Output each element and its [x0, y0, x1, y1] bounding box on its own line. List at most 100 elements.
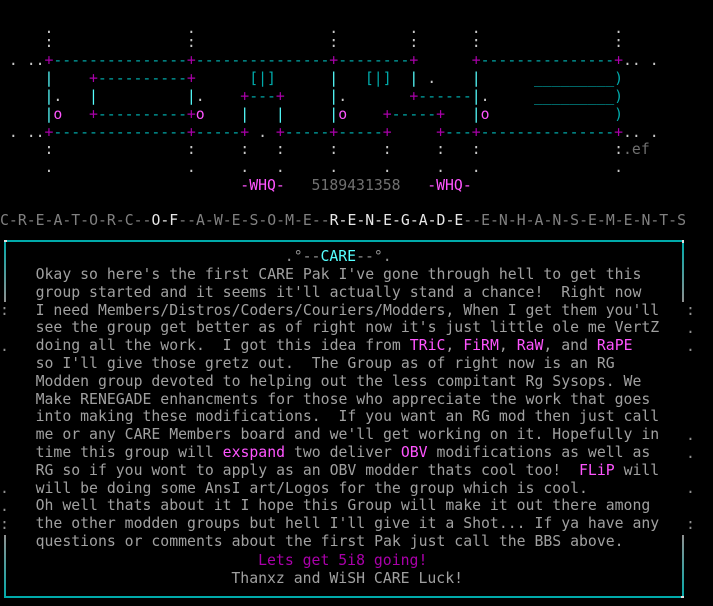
logo-glyphs: + [436, 124, 446, 141]
logo-glyphs: | [44, 106, 54, 123]
message-line: see the group get better as of right now… [36, 319, 660, 337]
message-text: RG so if you wont to apply as an OBV mod… [35, 461, 580, 479]
logo-glyphs: + [382, 124, 392, 141]
message-line: questions or comments about the first Pa… [36, 533, 624, 551]
logo-glyphs: . [614, 20, 624, 37]
tagline-segment: O-F [151, 212, 179, 229]
message-text: time this group will [35, 444, 223, 461]
logo-glyphs: . [329, 20, 339, 37]
logo-glyphs: + [186, 52, 196, 69]
frame-ornament: . [686, 480, 695, 497]
logo-glyphs: + [409, 88, 419, 105]
message-line: into making these modifications. If you … [36, 408, 660, 426]
logo-glyphs: : [275, 141, 285, 158]
highlighted-name: OBV [400, 444, 428, 461]
box-border-left [4, 240, 6, 302]
frame-ornament: . [0, 338, 9, 355]
logo-glyphs: + [44, 124, 54, 141]
logo-glyphs: . [186, 20, 196, 37]
message-line: time this group will exspand two deliver… [36, 444, 651, 462]
highlighted-name: TRiC [409, 337, 446, 355]
logo-glyphs: | [471, 88, 481, 105]
logo-glyphs: ----- [284, 124, 330, 141]
highlighted-name: exspand [222, 444, 286, 461]
logo-glyphs: + [436, 106, 446, 123]
message-text: Make RENEGADE enhancments for those who … [35, 390, 651, 408]
logo-glyphs: ------ [418, 88, 472, 105]
logo-glyphs: --------------- [53, 52, 188, 69]
frame-ornament: . [0, 480, 9, 497]
logo-glyphs: + [614, 52, 624, 69]
logo-glyphs: : [471, 34, 481, 51]
logo-glyphs: . [195, 88, 205, 105]
frame-ornament: . [0, 498, 9, 515]
logo-glyphs: ---------- [97, 106, 187, 123]
message-text: modifications as well as [427, 444, 651, 461]
logo-glyphs: [|] [249, 70, 276, 87]
logo-glyphs: . [338, 88, 348, 105]
logo-glyphs: . [44, 20, 54, 37]
logo-glyphs: o [338, 106, 348, 123]
frame-ornament: : [0, 302, 9, 319]
whq-label-right: -WHQ- [427, 177, 472, 194]
logo-glyphs: | [471, 70, 481, 87]
logo-glyphs: | [471, 106, 481, 123]
box-corner [681, 596, 684, 598]
message-text: so I'll give those gretz out. The Group … [35, 355, 615, 372]
message-text: me or any CARE Members board and we'll g… [35, 426, 660, 444]
logo-glyphs: --- [249, 88, 276, 105]
message-line: group started and it seems it'll actuall… [36, 284, 642, 302]
message-text: will [614, 461, 660, 479]
logo-glyphs: + [614, 124, 624, 141]
logo-glyphs: ---------- [97, 70, 187, 87]
logo-glyphs: : [409, 34, 419, 51]
logo-glyphs: . [53, 88, 63, 105]
message-text: group started and it seems it'll actuall… [35, 283, 642, 301]
message-text: the other modden groups but hell I'll gi… [35, 515, 660, 533]
logo-glyphs: + [471, 52, 481, 69]
logo-glyphs: : [240, 141, 250, 158]
logo-glyphs: + [471, 124, 481, 141]
message-text: , and [543, 337, 597, 355]
logo-glyphs: . [382, 159, 392, 176]
closing-line-1: Lets get 5i8 going! [258, 551, 428, 569]
logo-glyphs: _________) [534, 88, 624, 105]
message-text: see the group get better as of right now… [35, 319, 660, 337]
logo-glyphs: | [240, 106, 250, 123]
logo-glyphs: : [329, 141, 339, 158]
logo-glyphs: | [409, 70, 419, 87]
tagline-segment: --E-N-H-A-N-S-E-M-E-N-T-S [463, 212, 686, 229]
highlighted-name: RaW [516, 337, 544, 355]
box-corner [4, 240, 7, 242]
message-line: will be doing some AnsI art/Logos for th… [36, 480, 588, 498]
whq-label-left: -WHQ- [240, 177, 285, 194]
box-border-top [4, 240, 684, 242]
logo-glyphs: : [436, 141, 446, 158]
logo-glyphs: . [258, 124, 268, 141]
box-border-bottom [4, 596, 684, 598]
logo-glyphs: . [480, 88, 490, 105]
highlighted-name: FiRM [463, 337, 499, 355]
logo-glyphs: . [186, 159, 196, 176]
box-border-right [682, 240, 684, 302]
logo-glyphs: + [329, 52, 339, 69]
logo-glyphs: : [614, 34, 624, 51]
frame-ornament: . [686, 445, 695, 462]
box-title-right-ornament: --°. [356, 248, 392, 265]
logo-glyphs: o [480, 106, 490, 123]
logo-glyphs: | [329, 88, 339, 105]
logo-glyphs: . [436, 159, 446, 176]
logo-glyphs: . [44, 159, 54, 176]
logo-glyphs: .. [26, 52, 45, 69]
logo-glyphs: : [329, 34, 339, 51]
box-title: .°--CARE--°. [285, 248, 392, 266]
box-border-right [682, 535, 684, 598]
box-border-left [4, 535, 6, 598]
logo-glyphs: .. [26, 124, 45, 141]
message-text: I need Members/Distros/Coders/Couriers/M… [35, 301, 660, 319]
logo-glyphs: . [329, 159, 339, 176]
logo-glyphs: ) [614, 106, 624, 123]
message-text: doing all the work. I got this idea from [35, 337, 410, 355]
message-line: Make RENEGADE enhancments for those who … [36, 391, 651, 409]
